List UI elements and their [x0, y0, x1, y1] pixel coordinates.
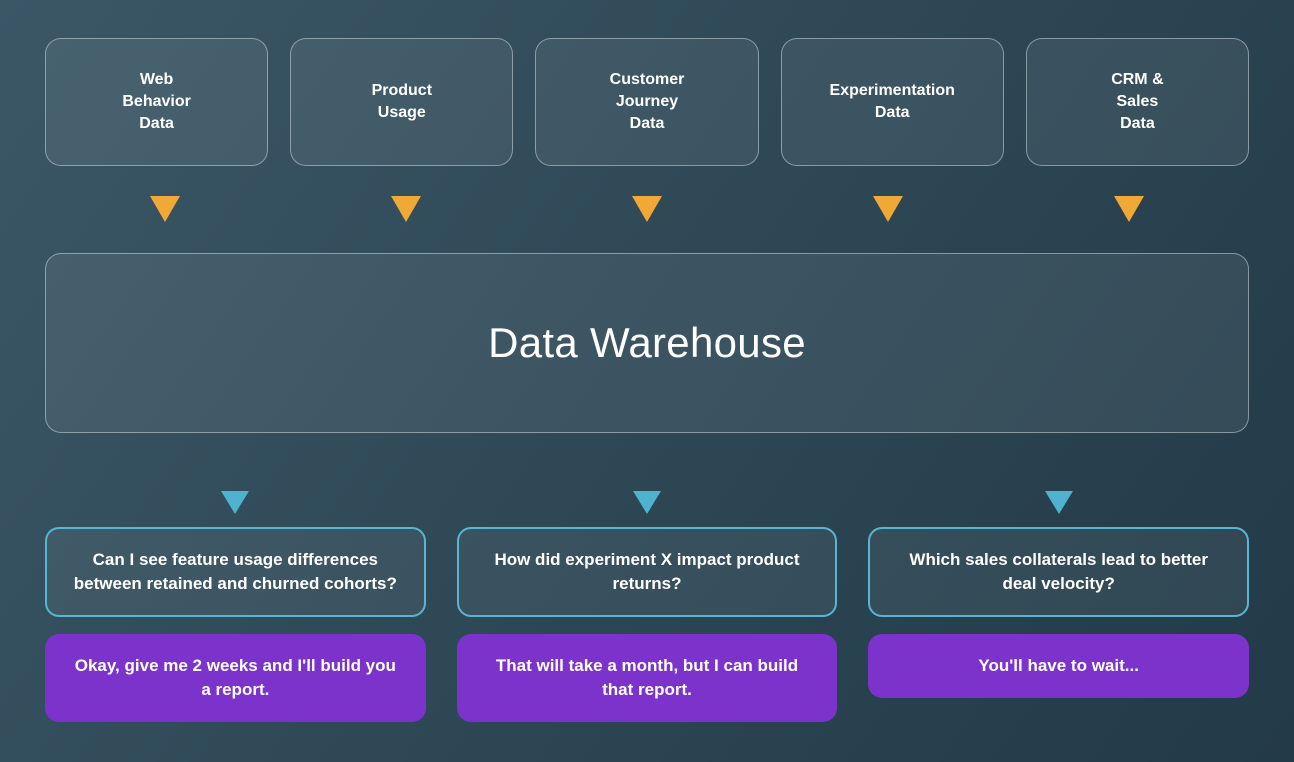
down-arrow-icon	[1044, 491, 1073, 514]
down-arrow-icon	[631, 196, 662, 222]
warehouse-title: Data Warehouse	[488, 319, 806, 366]
answer-text: That will take a month, but I can build …	[495, 656, 799, 699]
qa-column-sales-collaterals: Which sales collaterals lead to better d…	[868, 491, 1250, 722]
down-arrow-icon	[1113, 196, 1144, 222]
source-label: Web Behavior Data	[122, 71, 191, 132]
down-arrow-icon	[150, 196, 181, 222]
data-warehouse-box: Data Warehouse	[45, 253, 1249, 433]
down-arrow-icon	[221, 491, 250, 514]
question-box: How did experiment X impact product retu…	[456, 527, 838, 617]
question-box: Which sales collaterals lead to better d…	[868, 527, 1250, 617]
source-box-web-behavior-data: Web Behavior Data	[45, 38, 269, 166]
source-box-crm-sales-data: CRM & Sales Data	[1025, 38, 1250, 166]
qa-column-experiment-impact: How did experiment X impact product retu…	[456, 491, 838, 722]
source-label: Product Usage	[371, 82, 433, 121]
ingest-arrows-row	[45, 196, 1249, 222]
source-label: CRM & Sales Data	[1111, 71, 1164, 132]
answer-text: You'll have to wait...	[978, 656, 1139, 675]
qa-column-feature-usage: Can I see feature usage differences betw…	[45, 491, 426, 722]
source-box-experimentation-data: Experimentation Data	[780, 38, 1004, 166]
question-box: Can I see feature usage differences betw…	[45, 527, 426, 617]
answer-text: Okay, give me 2 weeks and I'll build you…	[74, 656, 396, 699]
source-label: Experimentation Data	[829, 82, 955, 121]
down-arrow-icon	[633, 491, 661, 514]
answer-box: You'll have to wait...	[868, 634, 1250, 698]
answer-box: That will take a month, but I can build …	[456, 634, 838, 722]
source-box-customer-journey-data: Customer Journey Data	[535, 38, 759, 166]
answer-box: Okay, give me 2 weeks and I'll build you…	[45, 634, 426, 722]
down-arrow-icon	[391, 196, 422, 222]
question-text: Can I see feature usage differences betw…	[73, 550, 397, 593]
source-label: Customer Journey Data	[609, 71, 685, 132]
qa-row: Can I see feature usage differences betw…	[45, 491, 1250, 722]
source-box-product-usage: Product Usage	[290, 38, 514, 166]
question-text: How did experiment X impact product retu…	[494, 550, 800, 593]
data-sources-row: Web Behavior Data Product Usage Customer…	[45, 38, 1250, 166]
question-text: Which sales collaterals lead to better d…	[909, 550, 1208, 593]
down-arrow-icon	[872, 196, 903, 222]
